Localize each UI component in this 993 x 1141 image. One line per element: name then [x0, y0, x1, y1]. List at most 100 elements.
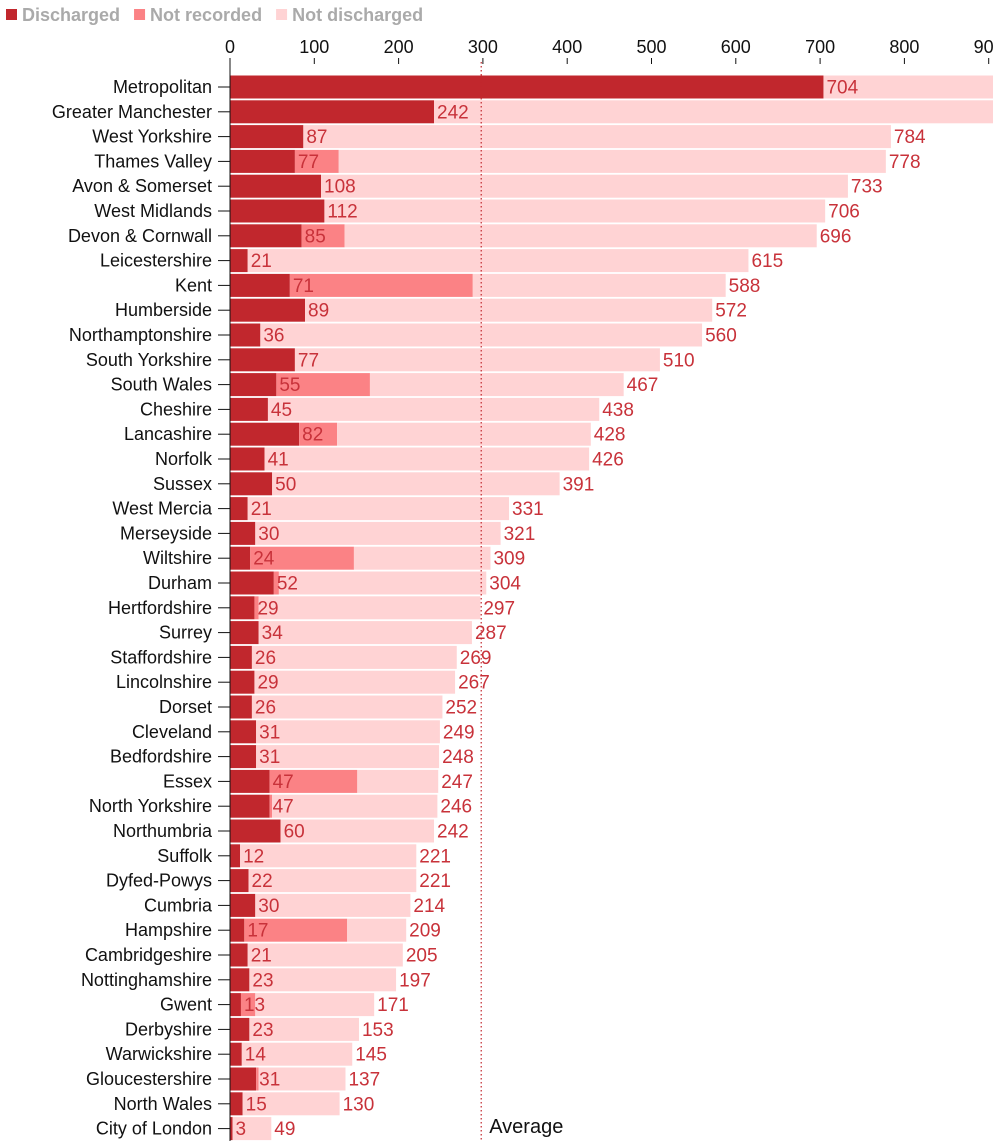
- value-label: 17: [247, 921, 268, 942]
- bar-segment: [256, 720, 440, 744]
- bar-segment: [230, 893, 256, 917]
- bar-segment: [247, 249, 749, 273]
- bar-segment: [230, 1092, 243, 1116]
- bar-segment: [324, 199, 826, 223]
- value-label: 22: [252, 871, 273, 892]
- y-tick-label: South Yorkshire: [86, 350, 212, 370]
- bar-segment: [230, 1067, 257, 1091]
- bar-segment: [823, 75, 993, 99]
- bar-segment: [230, 596, 255, 620]
- x-tick-label: 0: [225, 37, 235, 57]
- bar-segment: [472, 273, 726, 297]
- x-tick-label: 400: [552, 37, 582, 57]
- bar-segment: [230, 869, 249, 893]
- bar-segment: [264, 447, 590, 471]
- total-label: 171: [377, 995, 409, 1016]
- y-tick-label: Metropolitan: [113, 77, 212, 97]
- bar-segment: [230, 199, 325, 223]
- value-label: 82: [302, 425, 323, 446]
- bar-segment: [254, 670, 456, 694]
- value-label: 15: [246, 1094, 267, 1115]
- total-label: 428: [594, 425, 626, 446]
- bar-segment: [230, 993, 241, 1017]
- bar-segment: [242, 1092, 340, 1116]
- bar-segment: [230, 323, 261, 347]
- y-tick-label: Kent: [175, 275, 212, 295]
- value-label: 704: [826, 78, 858, 99]
- bar-segment: [289, 273, 473, 297]
- y-tick-label: City of London: [96, 1119, 212, 1139]
- legend-swatch: [134, 9, 146, 20]
- y-tick-label: Humberside: [115, 300, 212, 320]
- bar-segment: [230, 472, 273, 496]
- total-label: 784: [894, 127, 926, 148]
- value-label: 30: [258, 896, 279, 917]
- bar-segment: [230, 521, 256, 545]
- y-tick-label: Cleveland: [132, 722, 212, 742]
- value-label: 3: [236, 1119, 247, 1140]
- legend-label: Discharged: [22, 5, 120, 25]
- total-label: 778: [889, 152, 921, 173]
- value-label: 52: [277, 574, 298, 595]
- bar-segment: [230, 844, 241, 868]
- total-label: 145: [355, 1045, 387, 1066]
- bar-segment: [434, 100, 993, 124]
- value-label: 47: [273, 772, 294, 793]
- total-label: 49: [274, 1119, 295, 1140]
- y-tick-label: Gloucestershire: [86, 1069, 212, 1089]
- y-tick-label: Warwickshire: [106, 1044, 212, 1064]
- total-label: 331: [512, 499, 544, 520]
- total-label: 426: [592, 450, 624, 471]
- bar-segment: [230, 298, 306, 322]
- bar-segment: [299, 422, 338, 446]
- total-label: 130: [343, 1094, 375, 1115]
- bar-segment: [240, 993, 256, 1017]
- value-label: 31: [259, 1070, 280, 1091]
- value-label: 26: [255, 648, 276, 669]
- total-label: 221: [419, 871, 451, 892]
- total-label: 510: [663, 350, 695, 371]
- total-label: 214: [413, 896, 445, 917]
- bar-segment: [305, 298, 713, 322]
- y-tick-label: Durham: [148, 573, 212, 593]
- bar-segment: [230, 174, 322, 198]
- value-label: 87: [306, 127, 327, 148]
- y-tick-label: Cumbria: [144, 895, 213, 915]
- total-label: 391: [563, 474, 595, 495]
- y-tick-label: Northamptonshire: [69, 325, 212, 345]
- bar-segment: [230, 621, 259, 645]
- bar-segment: [251, 695, 443, 719]
- value-label: 14: [245, 1045, 267, 1066]
- bar-segment: [347, 918, 407, 942]
- bar-segment: [269, 769, 358, 793]
- bar-segment: [230, 497, 248, 521]
- y-tick-label: North Yorkshire: [89, 796, 212, 816]
- bar-segment: [321, 174, 848, 198]
- bar-segment: [241, 1042, 353, 1066]
- legend-label: Not discharged: [292, 5, 423, 25]
- bar-segment: [273, 571, 279, 595]
- x-tick-label: 500: [636, 37, 666, 57]
- y-tick-label: Cheshire: [140, 399, 212, 419]
- y-tick-label: Wiltshire: [143, 548, 212, 568]
- bar-segment: [254, 596, 259, 620]
- bar-segment: [267, 397, 600, 421]
- bar-segment: [301, 224, 345, 248]
- bar-segment: [256, 745, 440, 769]
- bar-segment: [256, 1067, 259, 1091]
- value-label: 41: [268, 450, 289, 471]
- value-label: 21: [251, 946, 272, 967]
- value-label: 26: [255, 698, 276, 719]
- total-label: 706: [828, 202, 860, 223]
- total-label: 588: [729, 276, 761, 297]
- total-label: 309: [493, 549, 525, 570]
- bar-segment: [353, 546, 491, 570]
- value-label: 71: [293, 276, 314, 297]
- bar-segment: [258, 596, 481, 620]
- y-tick-label: West Yorkshire: [92, 127, 212, 147]
- bar-segment: [230, 794, 270, 818]
- value-label: 29: [257, 673, 278, 694]
- bar-segment: [230, 546, 251, 570]
- bar-segment: [240, 844, 417, 868]
